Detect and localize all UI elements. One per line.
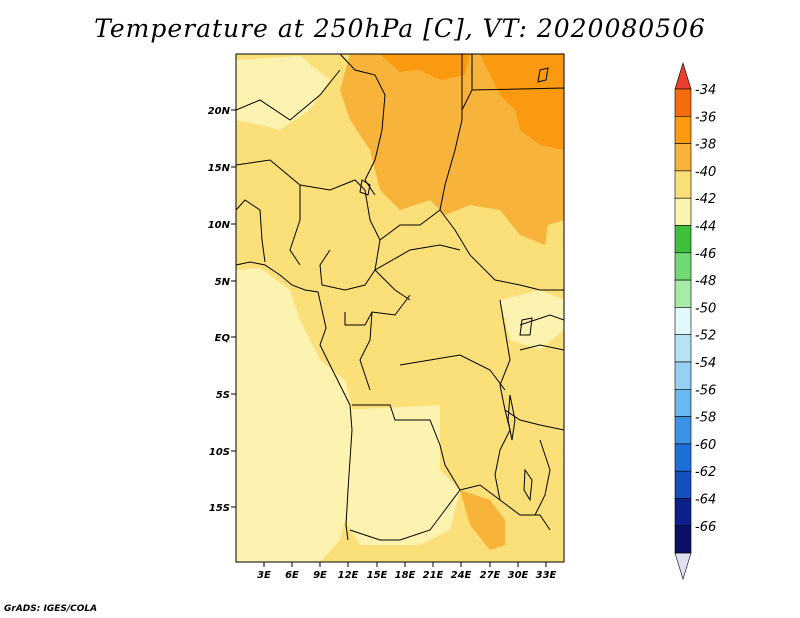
lat-label-15s: 15S [209,503,230,514]
colorbar-swatch [674,498,692,527]
lakes [359,67,549,502]
colorbar-label: -44 [695,220,716,235]
colorbar-swatch [674,116,692,144]
map-frame [235,53,565,563]
colorbar-label: -62 [695,465,716,480]
lon-label-12e: 12E [338,570,359,581]
lat-label-15n: 15N [208,163,231,174]
lon-label-18e: 18E [395,570,416,581]
field-band-42-44-north [236,56,330,130]
field-band-36-38-northcentral [380,54,470,80]
colorbar-swatch [674,361,692,390]
country-borders [236,54,564,541]
colorbar-label: -64 [695,493,716,508]
colorbar-top-arrow [674,61,692,90]
colorbar-label: -48 [695,274,716,289]
colorbar-swatch [674,88,692,117]
colorbar-swatch [674,388,692,417]
colorbar-label: -54 [695,356,716,371]
map-title: Temperature at 250hPa [C], VT: 202008050… [94,14,706,43]
axis-ticks [231,109,547,567]
colorbar-label: -40 [695,165,716,180]
field-band-42-44-west [236,268,355,562]
colorbar-swatch [674,334,692,363]
colorbar-swatch [674,443,692,472]
lon-label-6e: 6E [285,570,299,581]
colorbar-swatch [674,225,692,254]
colorbar-label: -66 [695,520,716,535]
colorbar-swatch [674,252,692,281]
colorbar: -34 -36 -38 -40 -42 -44 -46 -48 -50 -52 -54 -56 -58 -… [674,61,716,581]
lon-label-3e: 3E [257,570,271,581]
colorbar-swatch [674,197,692,226]
colorbar-label: -42 [695,192,716,207]
lon-label-33e: 33E [536,570,557,581]
colorbar-swatch [674,279,692,308]
colorbar-swatch [674,170,692,199]
colorbar-label: -56 [695,383,716,398]
colorbar-label: -34 [695,83,716,98]
lat-label-10s: 10S [209,447,230,458]
lat-label-10n: 10N [208,220,231,231]
lon-label-15e: 15E [367,570,388,581]
field-band-38-40-south [460,490,505,550]
colorbar-label: -46 [695,247,716,262]
lat-label-5s: 5S [216,390,230,401]
colorbar-label: -38 [695,138,716,153]
lon-label-27e: 27E [480,570,501,581]
lat-label-5n: 5N [215,277,231,288]
colorbar-label: -52 [695,329,716,344]
lon-label-21e: 21E [423,570,444,581]
colorbar-swatch [674,470,692,499]
colorbar-swatch [674,307,692,335]
colorbar-swatch [674,143,692,172]
lon-label-30e: 30E [508,570,529,581]
field-band-36-38-northeast [480,54,564,150]
field-band-42-44-angola [345,405,460,545]
lat-label-20n: 20N [208,106,231,117]
latitude-labels: 20N 15N 10N 5N EQ 5S 10S 15S [208,106,231,514]
colorbar-swatch [674,525,692,554]
longitude-labels: 3E 6E 9E 12E 15E 18E 21E 24E 27E 30E 33E [257,570,556,581]
colorbar-label: -58 [695,411,716,426]
lon-label-24e: 24E [451,570,472,581]
lat-label-eq: EQ [215,333,231,344]
colorbar-bottom-arrow [674,552,692,581]
colorbar-label: -60 [695,438,716,453]
colorbar-label: -50 [695,301,716,316]
grads-credit: GrADS: IGES/COLA [4,604,98,614]
colorbar-label: -36 [695,110,716,125]
colorbar-swatch [674,416,692,445]
lon-label-9e: 9E [313,570,327,581]
